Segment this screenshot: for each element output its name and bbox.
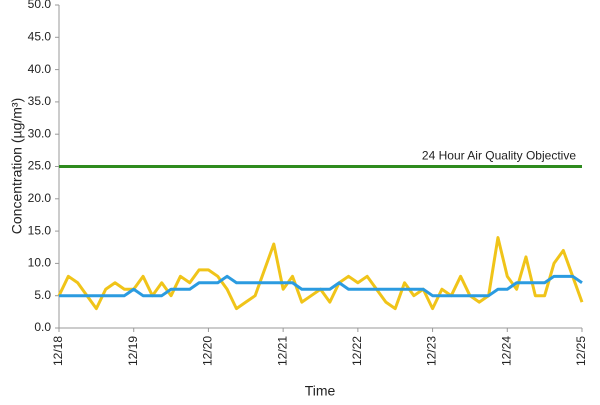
y-tick-label: 40.0 bbox=[28, 62, 52, 76]
y-tick-label: 0.0 bbox=[34, 320, 51, 334]
y-tick-label: 30.0 bbox=[28, 126, 52, 140]
x-tick-label: 12/22 bbox=[350, 336, 364, 366]
y-axis-label: Concentration (µg/m³) bbox=[9, 98, 25, 234]
y-tick-label: 10.0 bbox=[28, 256, 52, 270]
x-tick-label: 12/25 bbox=[574, 336, 588, 366]
y-tick-label: 5.0 bbox=[34, 288, 51, 302]
x-tick-label: 12/18 bbox=[51, 336, 65, 366]
series-line bbox=[57, 236, 584, 311]
y-tick-label: 20.0 bbox=[28, 191, 52, 205]
x-tick-label: 12/20 bbox=[201, 336, 215, 366]
series-line bbox=[59, 274, 583, 298]
y-tick-label: 15.0 bbox=[28, 223, 52, 237]
x-tick-label: 12/21 bbox=[275, 336, 289, 366]
x-tick-label: 12/23 bbox=[425, 336, 439, 366]
y-tick-label: 50.0 bbox=[28, 0, 52, 11]
x-axis-label: Time bbox=[305, 383, 336, 399]
x-tick-label: 12/19 bbox=[126, 336, 140, 366]
line-label: 24 Hour Air Quality Objective bbox=[422, 149, 576, 163]
y-tick-label: 25.0 bbox=[28, 159, 52, 173]
y-tick-label: 35.0 bbox=[28, 94, 52, 108]
x-tick-label: 12/24 bbox=[499, 336, 513, 366]
y-tick-label: 45.0 bbox=[28, 29, 52, 43]
